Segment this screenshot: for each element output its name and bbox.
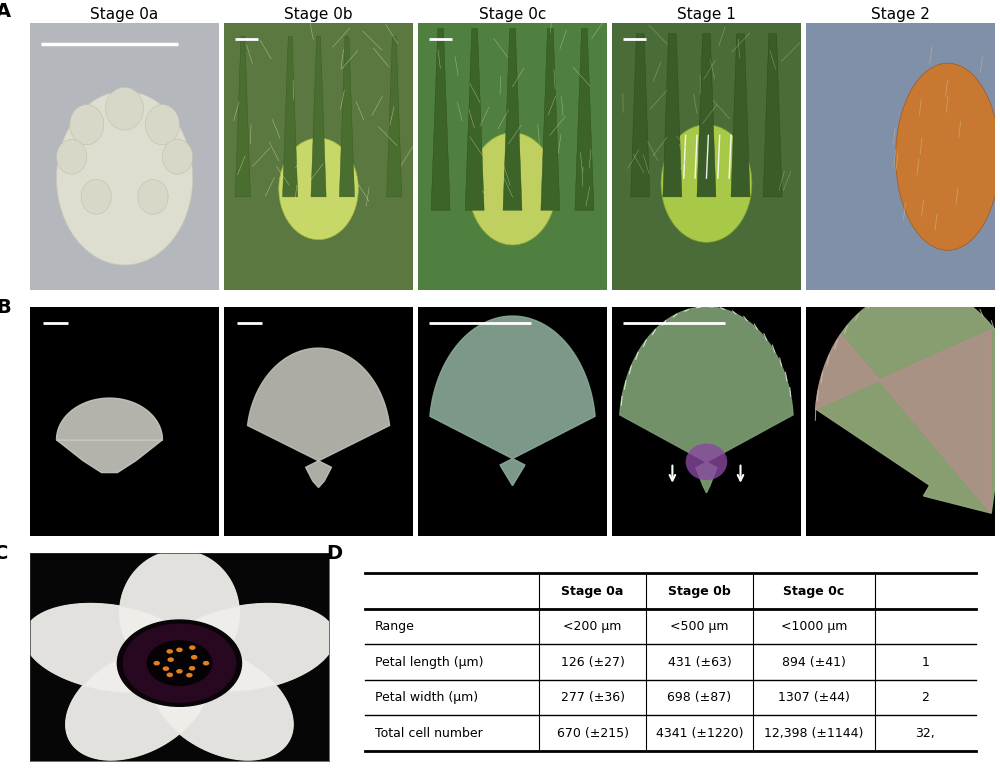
Ellipse shape (189, 645, 196, 650)
Polygon shape (430, 316, 595, 486)
Polygon shape (235, 36, 250, 197)
Text: 1307 (±44): 1307 (±44) (778, 691, 850, 704)
Text: 698 (±87): 698 (±87) (667, 691, 732, 704)
Text: 126 (±27): 126 (±27) (561, 656, 625, 668)
Ellipse shape (189, 666, 195, 671)
Polygon shape (387, 36, 402, 197)
Ellipse shape (469, 133, 556, 245)
Polygon shape (283, 36, 298, 197)
Ellipse shape (81, 179, 111, 215)
Polygon shape (631, 34, 650, 197)
Ellipse shape (661, 125, 752, 242)
Text: 277 (±36): 277 (±36) (561, 691, 625, 704)
Polygon shape (620, 307, 793, 493)
Title: Stage 2: Stage 2 (871, 7, 930, 22)
Text: Range: Range (375, 620, 415, 633)
Polygon shape (763, 34, 782, 197)
Ellipse shape (70, 105, 104, 145)
Title: Stage 0c: Stage 0c (479, 7, 546, 22)
Polygon shape (311, 36, 326, 197)
Ellipse shape (162, 139, 193, 174)
Polygon shape (541, 28, 560, 210)
Ellipse shape (176, 647, 183, 652)
Polygon shape (56, 398, 162, 473)
Ellipse shape (896, 63, 1000, 251)
Ellipse shape (191, 655, 197, 660)
Text: Stage 0a: Stage 0a (561, 584, 624, 598)
Text: 12,398 (±1144): 12,398 (±1144) (764, 727, 864, 740)
Polygon shape (339, 36, 355, 197)
Ellipse shape (56, 139, 87, 174)
Text: B: B (0, 298, 11, 317)
Polygon shape (465, 28, 484, 210)
Polygon shape (663, 34, 682, 197)
Ellipse shape (117, 619, 242, 707)
Ellipse shape (56, 92, 193, 265)
Text: 670 (±215): 670 (±215) (557, 727, 629, 740)
Text: Stage 0c: Stage 0c (783, 584, 845, 598)
Polygon shape (575, 28, 594, 210)
Title: Stage 0a: Stage 0a (90, 7, 159, 22)
Text: <500 μm: <500 μm (670, 620, 729, 633)
Polygon shape (431, 28, 450, 210)
Ellipse shape (166, 649, 173, 654)
Text: A: A (0, 2, 11, 21)
Ellipse shape (167, 673, 173, 677)
Polygon shape (160, 604, 335, 692)
Text: 32,: 32, (915, 727, 935, 740)
Polygon shape (248, 348, 390, 488)
Text: 4341 (±1220): 4341 (±1220) (656, 727, 743, 740)
Text: 1: 1 (921, 656, 929, 668)
Polygon shape (816, 288, 1000, 513)
Ellipse shape (138, 179, 168, 215)
Ellipse shape (176, 669, 183, 674)
Text: C: C (0, 544, 9, 563)
Title: Stage 0b: Stage 0b (284, 7, 353, 22)
Title: Stage 1: Stage 1 (677, 7, 736, 22)
Text: 431 (±63): 431 (±63) (668, 656, 731, 668)
Text: Stage 0b: Stage 0b (668, 584, 731, 598)
Polygon shape (24, 604, 198, 692)
Text: D: D (327, 544, 343, 563)
Text: 894 (±41): 894 (±41) (782, 656, 846, 668)
Text: <200 μm: <200 μm (563, 620, 622, 633)
Ellipse shape (167, 657, 174, 662)
Ellipse shape (147, 641, 212, 686)
Polygon shape (120, 551, 239, 676)
Polygon shape (503, 28, 522, 210)
Text: Petal length (μm): Petal length (μm) (375, 656, 483, 668)
Ellipse shape (106, 87, 144, 130)
Ellipse shape (145, 105, 179, 145)
Ellipse shape (203, 661, 209, 665)
Text: Total cell number: Total cell number (375, 727, 483, 740)
Ellipse shape (123, 624, 236, 703)
Ellipse shape (153, 661, 160, 665)
Polygon shape (66, 647, 209, 760)
Polygon shape (731, 34, 750, 197)
Text: <1000 μm: <1000 μm (781, 620, 847, 633)
Polygon shape (697, 34, 716, 197)
Ellipse shape (163, 667, 169, 671)
Text: Petal width (μm): Petal width (μm) (375, 691, 478, 704)
Polygon shape (150, 647, 293, 760)
Ellipse shape (279, 138, 358, 240)
Text: 2: 2 (921, 691, 929, 704)
Polygon shape (816, 330, 991, 513)
Ellipse shape (186, 673, 193, 677)
Ellipse shape (686, 444, 727, 480)
